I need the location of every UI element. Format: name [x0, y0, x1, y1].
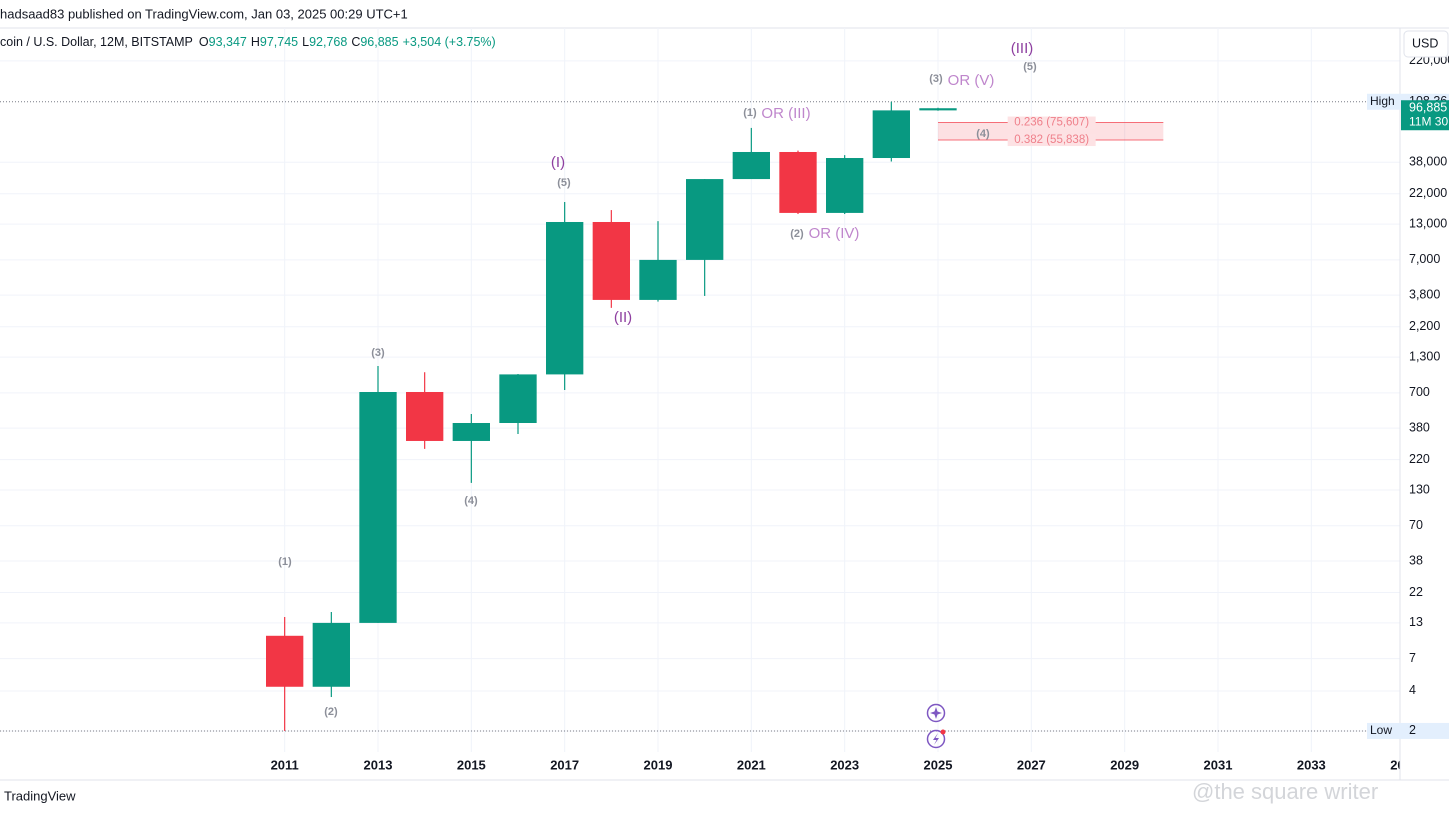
last-price: 96,885	[1409, 101, 1447, 115]
fib-zone	[938, 122, 1164, 141]
candle-body	[359, 391, 397, 623]
last-price-box	[1401, 100, 1449, 131]
candle-body	[452, 422, 490, 441]
wave-label: (III)	[1011, 40, 1034, 57]
x-tick-label: 2017	[550, 757, 579, 772]
x-tick-label: 2021	[737, 757, 766, 772]
brand: TradingView	[4, 788, 76, 803]
c-value: 96,885	[360, 35, 398, 49]
candle-body	[499, 374, 537, 423]
y-tick-label: 13,000	[1409, 216, 1447, 230]
y-tick-label: 4	[1409, 683, 1416, 697]
candle-body	[312, 622, 350, 687]
wave-label: (5)	[557, 177, 571, 189]
candle-body	[919, 108, 957, 111]
x-tick-label: 2011	[271, 757, 299, 772]
wave-label: (1)	[278, 556, 292, 568]
plot-area: 2011 2013 2015 2017 2019 2021 2023 2025 2027 2029…	[0, 28, 1419, 772]
wave-label: (3)	[371, 347, 385, 359]
symbol-name: coin / U.S. Dollar, 12M, BITSTAMP	[0, 35, 193, 49]
candle-body	[406, 391, 444, 441]
fib-label-bg	[1007, 116, 1096, 129]
publisher: hadsaad83 published on TradingView.com, …	[0, 6, 408, 21]
o-key: O	[199, 35, 209, 49]
x-tick-label: 2023	[830, 757, 859, 772]
candle-body	[779, 151, 817, 213]
y-tick-label: 22	[1409, 585, 1423, 599]
x-tick-label: 2031	[1204, 757, 1233, 772]
x-tick-label: 2015	[457, 757, 486, 772]
wave-label: (II)	[614, 309, 632, 326]
line-label: High	[1370, 94, 1395, 108]
watermark: @the square writer	[1192, 779, 1378, 804]
line-label: Low	[1370, 723, 1392, 737]
x-tick-label: 2033	[1297, 757, 1326, 772]
wave-label: (2)	[324, 706, 338, 718]
x-tick-label: 2025	[924, 757, 953, 772]
wave-label: (4)	[976, 128, 990, 140]
symbol: coin / U.S. Dollar, 12M, BITSTAMP O93,347…	[0, 35, 496, 49]
y-tick-label: 38,000	[1409, 155, 1447, 169]
fib-label: 0.236 (75,607)	[1014, 117, 1089, 129]
wave-label: (2)	[790, 228, 804, 240]
candle-body	[732, 151, 770, 180]
x-tick-label: 2035	[1390, 757, 1419, 772]
o-value: 93,347	[209, 35, 247, 49]
label-box	[1367, 722, 1449, 739]
l-key: L	[302, 35, 309, 49]
y-tick-label: 13	[1409, 615, 1423, 629]
y-tick-label: 700	[1409, 385, 1430, 399]
candle-body	[266, 635, 304, 687]
icon-event[interactable]	[926, 729, 946, 749]
y-tick-label: 220	[1409, 452, 1430, 466]
l-value: 92,768	[309, 35, 347, 49]
y-tick-label: 7	[1409, 651, 1416, 665]
currency-button[interactable]	[1403, 30, 1449, 58]
x-tick-label: 2013	[364, 757, 393, 772]
candle-body	[826, 158, 864, 213]
y-tick-label: 2,200	[1409, 319, 1440, 333]
wave-label: (I)	[551, 154, 565, 171]
y-tick-label: 38	[1409, 553, 1423, 567]
y-tick-label: 380	[1409, 420, 1430, 434]
fib-label: 0.382 (55,838)	[1014, 134, 1089, 146]
h-value: 97,745	[260, 35, 298, 49]
icon-sparkle[interactable]	[926, 703, 946, 723]
y-tick-label: 7,000	[1409, 252, 1440, 266]
candle-body	[639, 259, 677, 300]
countdown: 11M 30	[1409, 114, 1448, 128]
fib-label-bg	[1007, 134, 1096, 147]
candle-body	[686, 179, 724, 260]
overlay: coin / U.S. Dollar, 12M, BITSTAMP O93,347…	[0, 30, 1449, 804]
candle-body	[592, 221, 630, 300]
x-tick-label: 2027	[1017, 757, 1046, 772]
wave-label: OR (IV)	[809, 225, 860, 242]
y-tick-label: 22,000	[1409, 186, 1447, 200]
candle-body	[546, 221, 584, 375]
y-tick-label: 1,300	[1409, 349, 1440, 363]
wave-label: (3)	[929, 73, 943, 85]
wave-label: (5)	[1023, 61, 1037, 73]
wave-label: OR (V)	[948, 72, 995, 89]
y-tick-label: 3,800	[1409, 287, 1440, 301]
price-axis: 220,00038,00022,00013,0007,0003,8002,200…	[1367, 28, 1449, 780]
wave-label: OR (III)	[761, 105, 810, 122]
y-tick-label: 130	[1409, 482, 1430, 496]
wave-label: (4)	[464, 495, 478, 507]
x-tick-label: 2019	[644, 757, 673, 772]
line-value: 2	[1409, 723, 1416, 737]
change: +3,504 (+3.75%)	[403, 35, 496, 49]
currency[interactable]: USD	[1412, 36, 1438, 50]
wave-label: (1)	[743, 107, 757, 119]
h-key: H	[251, 35, 260, 49]
y-tick-label: 70	[1409, 518, 1423, 532]
c-key: C	[351, 35, 360, 49]
candle-body	[872, 110, 910, 159]
x-tick-label: 2029	[1110, 757, 1139, 772]
